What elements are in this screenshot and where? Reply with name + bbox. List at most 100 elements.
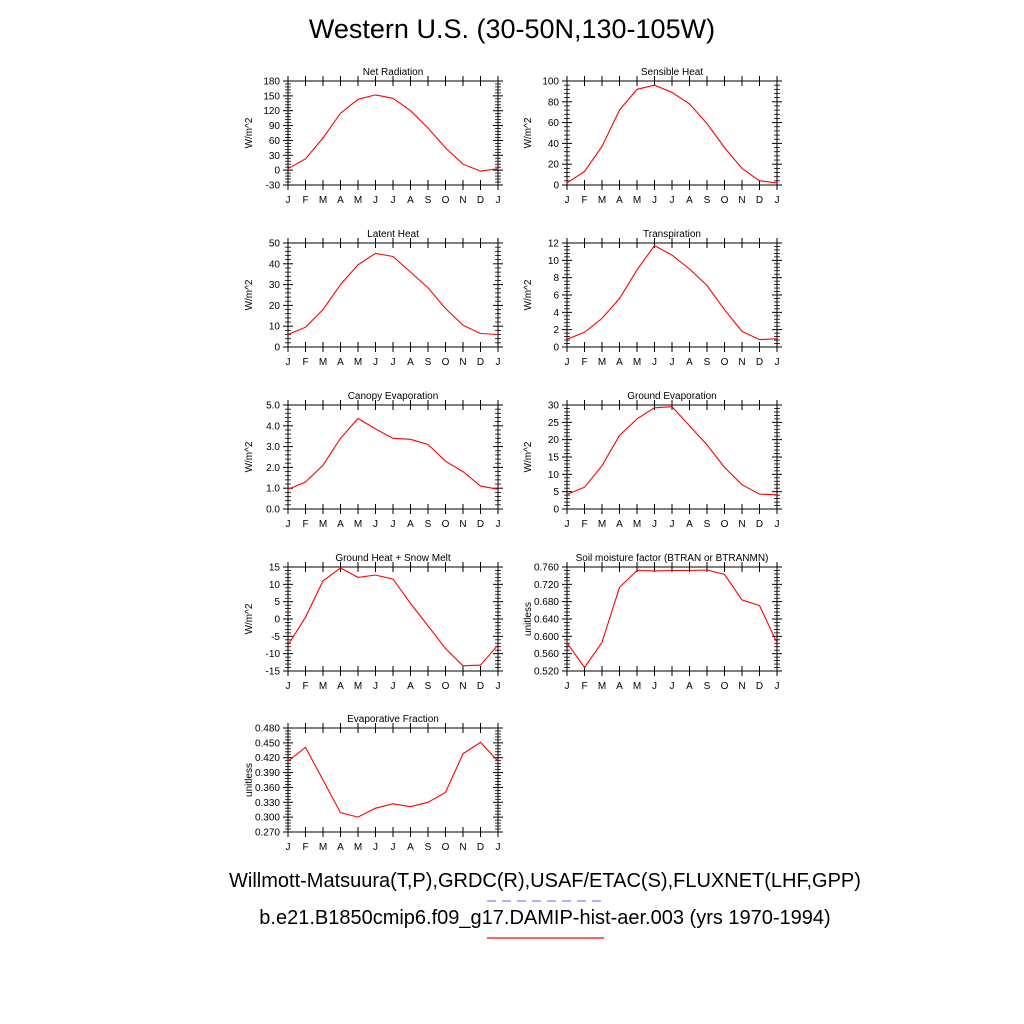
x-tick-label: N	[738, 195, 745, 206]
x-tick-label: D	[756, 357, 763, 368]
chart-title: Latent Heat	[367, 229, 419, 240]
y-tick-label: 15	[548, 453, 560, 464]
legend-samples	[487, 900, 604, 939]
page-title: Western U.S. (30-50N,130-105W)	[308, 14, 716, 44]
chart-title: Net Radiation	[363, 67, 424, 78]
y-tick-label: -10	[266, 649, 281, 660]
y-tick-label: 0.330	[255, 798, 280, 809]
x-tick-label: J	[652, 681, 657, 692]
x-tick-label: J	[670, 357, 675, 368]
series-line	[566, 244, 778, 341]
x-tick-label: S	[425, 357, 432, 368]
legend-observations: Willmott-Matsuura(T,P),GRDC(R),USAF/ETAC…	[0, 870, 1024, 893]
y-tick-label: 0.360	[255, 783, 280, 794]
x-tick-label: J	[565, 681, 570, 692]
series-line	[566, 84, 778, 184]
y-tick-label: 0.680	[534, 597, 559, 608]
chart-panel: 0.270 0.300 0.330 0.360 0.390 0.420 0.450 0.480…	[244, 714, 503, 853]
y-tick-label: 0	[274, 166, 280, 177]
chart-title: Transpiration	[643, 229, 701, 240]
x-tick-label: S	[704, 357, 711, 368]
y-tick-label: 8	[553, 273, 559, 284]
x-tick-label: F	[581, 195, 587, 206]
x-tick-label: S	[704, 195, 711, 206]
plot-frame	[566, 404, 778, 510]
x-tick-label: O	[442, 842, 450, 853]
chart-title: Canopy Evaporation	[348, 391, 439, 402]
x-tick-label: M	[598, 519, 606, 530]
x-tick-label: J	[565, 519, 570, 530]
x-tick-label: J	[286, 842, 291, 853]
y-tick-label: 0	[553, 343, 559, 354]
y-axis-label: W/m^2	[244, 441, 255, 472]
x-tick-label: A	[616, 195, 623, 206]
x-tick-label: M	[319, 357, 327, 368]
plot-frame	[566, 80, 778, 186]
y-tick-label: -30	[266, 181, 281, 192]
x-tick-label: J	[391, 357, 396, 368]
plot-frame	[287, 566, 499, 672]
x-tick-label: A	[337, 519, 344, 530]
plot-frame	[566, 566, 778, 672]
x-tick-label: J	[652, 519, 657, 530]
y-tick-label: 20	[548, 435, 560, 446]
y-axis-label: W/m^2	[244, 117, 255, 148]
legend-model-text: b.e21.B1850cmip6.f09_g17.DAMIP-hist-aer.…	[259, 907, 831, 929]
y-axis-label: unitless	[244, 763, 255, 797]
y-tick-label: 0.450	[255, 738, 280, 749]
x-tick-label: J	[286, 681, 291, 692]
x-tick-label: J	[670, 519, 675, 530]
x-tick-label: A	[616, 681, 623, 692]
y-tick-label: -15	[266, 667, 281, 678]
y-axis-label: W/m^2	[523, 441, 534, 472]
x-tick-label: A	[616, 357, 623, 368]
y-axis-label: W/m^2	[244, 279, 255, 310]
series-line	[287, 417, 499, 490]
plot-frame	[287, 404, 499, 510]
x-tick-label: A	[407, 357, 414, 368]
x-tick-label: S	[704, 519, 711, 530]
x-tick-label: J	[391, 842, 396, 853]
y-tick-label: 6	[553, 291, 559, 302]
x-tick-label: N	[738, 681, 745, 692]
x-tick-label: A	[407, 681, 414, 692]
y-tick-label: 20	[548, 160, 560, 171]
x-tick-label: J	[652, 195, 657, 206]
y-tick-label: 0.420	[255, 753, 280, 764]
x-tick-label: M	[319, 681, 327, 692]
x-tick-label: M	[354, 842, 362, 853]
x-tick-label: S	[704, 681, 711, 692]
y-tick-label: 60	[269, 136, 281, 147]
y-tick-label: 0	[553, 181, 559, 192]
x-tick-label: J	[373, 681, 378, 692]
y-tick-label: 3.0	[266, 442, 280, 453]
y-tick-label: 0	[274, 615, 280, 626]
x-tick-label: M	[633, 519, 641, 530]
y-tick-label: 2.0	[266, 463, 280, 474]
x-tick-label: M	[319, 195, 327, 206]
x-tick-label: F	[302, 681, 308, 692]
x-tick-label: N	[459, 842, 466, 853]
x-tick-label: O	[442, 681, 450, 692]
x-tick-label: J	[496, 842, 501, 853]
series-line	[287, 741, 499, 818]
x-tick-label: O	[721, 519, 729, 530]
x-tick-label: J	[565, 357, 570, 368]
x-tick-label: O	[721, 681, 729, 692]
x-tick-label: F	[302, 842, 308, 853]
y-tick-label: 0.300	[255, 813, 280, 824]
x-tick-label: D	[756, 195, 763, 206]
x-tick-label: J	[775, 519, 780, 530]
x-tick-label: A	[686, 357, 693, 368]
x-tick-label: N	[459, 681, 466, 692]
x-tick-label: A	[686, 195, 693, 206]
series-line	[287, 252, 499, 336]
chart-title: Evaporative Fraction	[347, 714, 439, 725]
y-tick-label: 40	[269, 259, 281, 270]
y-tick-label: 30	[269, 280, 281, 291]
y-tick-label: 10	[548, 470, 560, 481]
